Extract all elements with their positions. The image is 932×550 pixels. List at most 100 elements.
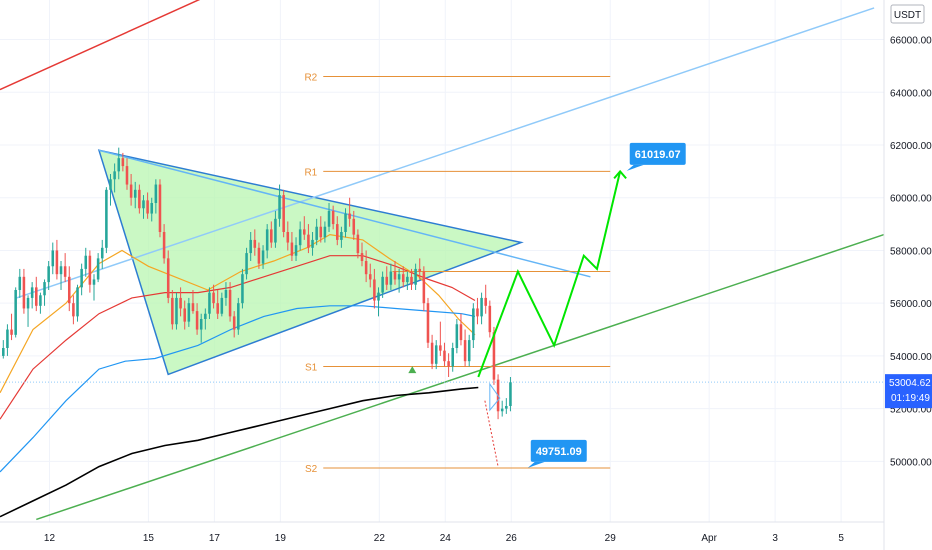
candle-body[interactable] (455, 324, 459, 348)
trendline[interactable] (36, 233, 885, 521)
candle-body[interactable] (208, 292, 211, 314)
candle-body[interactable] (476, 308, 479, 317)
candle-body[interactable] (393, 271, 397, 280)
candle-body[interactable] (282, 195, 285, 232)
candle-body[interactable] (311, 239, 314, 248)
current-price-tag[interactable] (885, 374, 932, 409)
candle-body[interactable] (241, 274, 244, 304)
candle-body[interactable] (294, 245, 298, 256)
candle-body[interactable] (274, 218, 277, 243)
candle-body[interactable] (212, 292, 215, 304)
candle-body[interactable] (10, 329, 13, 335)
candle-body[interactable] (162, 232, 166, 259)
candle-body[interactable] (406, 276, 409, 283)
candle-body[interactable] (298, 229, 302, 246)
candle-body[interactable] (488, 305, 492, 333)
candle-body[interactable] (100, 247, 104, 259)
candle-body[interactable] (389, 271, 393, 285)
candle-body[interactable] (150, 203, 154, 214)
candle-body[interactable] (22, 276, 26, 309)
candle-body[interactable] (439, 345, 442, 351)
candle-body[interactable] (105, 189, 108, 248)
candle-body[interactable] (377, 292, 380, 301)
candle-body[interactable] (472, 308, 475, 341)
candle-body[interactable] (51, 250, 55, 267)
candle-body[interactable] (319, 226, 323, 238)
candle-body[interactable] (59, 266, 63, 275)
candle-body[interactable] (422, 271, 426, 304)
candle-body[interactable] (335, 224, 339, 240)
candle-body[interactable] (6, 329, 9, 348)
candle-body[interactable] (146, 200, 149, 214)
candle-body[interactable] (484, 297, 487, 306)
candle-body[interactable] (133, 189, 137, 198)
price-target-callout[interactable] (629, 142, 686, 165)
candle-body[interactable] (463, 340, 467, 362)
candle-body[interactable] (35, 287, 38, 306)
candle-body[interactable] (331, 210, 335, 225)
candle-body[interactable] (480, 297, 483, 317)
candle-body[interactable] (426, 303, 430, 343)
candle-body[interactable] (505, 406, 508, 409)
trendline[interactable] (16, 7, 875, 299)
candle-body[interactable] (171, 297, 174, 325)
candle-body[interactable] (430, 342, 434, 364)
candle-body[interactable] (55, 250, 59, 275)
candle-body[interactable] (142, 200, 145, 209)
dotted-target-path[interactable] (484, 400, 499, 467)
projection-path[interactable] (477, 171, 622, 378)
candle-body[interactable] (26, 297, 30, 309)
candle-body[interactable] (381, 276, 384, 293)
candle-body[interactable] (410, 276, 413, 285)
candle-body[interactable] (195, 311, 199, 330)
candle-body[interactable] (451, 348, 454, 367)
candle-body[interactable] (216, 303, 219, 314)
candle-body[interactable] (364, 261, 368, 275)
candle-body[interactable] (47, 266, 50, 283)
candle-body[interactable] (43, 282, 46, 296)
candle-body[interactable] (88, 255, 92, 285)
candle-body[interactable] (96, 258, 100, 280)
candle-body[interactable] (84, 255, 88, 269)
candle-body[interactable] (447, 361, 450, 367)
candle-body[interactable] (443, 350, 446, 362)
candle-body[interactable] (113, 171, 116, 180)
candle-body[interactable] (158, 184, 162, 232)
candle-body[interactable] (183, 308, 186, 322)
candle-body[interactable] (265, 229, 269, 251)
trendline[interactable] (0, 0, 228, 91)
candle-body[interactable] (368, 274, 372, 280)
candle-body[interactable] (290, 242, 294, 256)
candle-body[interactable] (72, 303, 75, 317)
candle-body[interactable] (352, 218, 356, 235)
candle-body[interactable] (129, 184, 133, 198)
candle-body[interactable] (492, 332, 496, 380)
candle-body[interactable] (307, 234, 310, 248)
time-axis[interactable]: 12 15 17 19 22 24 26 29 Apr 3 5 (0, 521, 884, 544)
candle-body[interactable] (303, 229, 306, 235)
candle-body[interactable] (348, 213, 351, 219)
candle-body[interactable] (67, 276, 71, 304)
candle-body[interactable] (187, 303, 191, 322)
candle-body[interactable] (414, 268, 417, 285)
candle-body[interactable] (323, 226, 327, 238)
candle-body[interactable] (360, 253, 364, 261)
candle-body[interactable] (397, 274, 401, 280)
candle-body[interactable] (278, 195, 281, 219)
moving-average-line[interactable] (0, 305, 476, 473)
candle-body[interactable] (459, 324, 463, 341)
candle-body[interactable] (286, 232, 290, 243)
candle-body[interactable] (232, 316, 236, 330)
candle-body[interactable] (109, 179, 112, 190)
candle-body[interactable] (344, 213, 347, 232)
candle-body[interactable] (80, 268, 83, 288)
price-target-callout[interactable] (530, 439, 587, 462)
candle-body[interactable] (121, 158, 125, 167)
candle-body[interactable] (30, 287, 34, 298)
candle-body[interactable] (356, 234, 360, 254)
candle-body[interactable] (261, 250, 265, 264)
candle-body[interactable] (373, 279, 376, 301)
candle-body[interactable] (125, 166, 129, 185)
candle-body[interactable] (418, 268, 422, 272)
